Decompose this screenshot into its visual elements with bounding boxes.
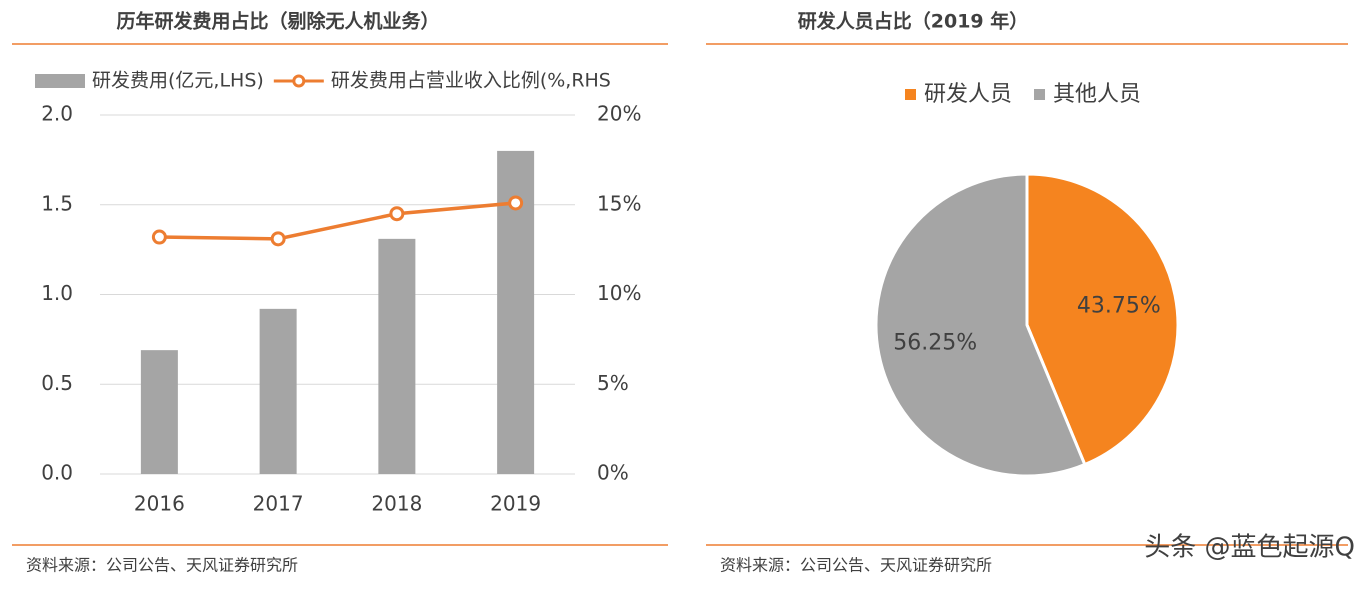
data-label: 56.25% [893, 330, 977, 355]
bar [378, 238, 416, 474]
legend-label: 其他人员 [1053, 82, 1141, 107]
bar [140, 350, 178, 474]
source-note: 资料来源：公司公告、天风证券研究所 [26, 556, 298, 575]
legend-swatch [35, 74, 85, 88]
y2-tick-label: 20% [597, 102, 641, 126]
legend-label: 研发人员 [924, 82, 1012, 107]
bar [259, 308, 297, 474]
watermark: 头条 @蓝色起源Q [1144, 533, 1355, 563]
y-tick-label: 2.0 [41, 102, 73, 126]
line [159, 201, 516, 241]
pie-slice [1025, 172, 1180, 467]
legend-label: 研发费用(亿元,LHS) [92, 70, 264, 92]
chart-title: 历年研发费用占比（剔除无人机业务） [116, 10, 439, 33]
x-tick-label: 2016 [134, 492, 185, 516]
line-marker [389, 206, 405, 222]
legend-marker [292, 74, 306, 88]
line-marker [151, 229, 167, 245]
y2-tick-label: 0% [597, 461, 629, 485]
x-tick-label: 2017 [253, 492, 304, 516]
data-label: 43.75% [1077, 294, 1161, 319]
y-tick-label: 1.5 [41, 191, 73, 215]
x-tick-label: 2019 [490, 492, 541, 516]
x-tick-label: 2018 [371, 492, 422, 516]
line-marker [270, 231, 286, 247]
legend-swatch [1034, 89, 1046, 100]
legend-swatch [905, 89, 916, 100]
y-tick-label: 1.0 [41, 281, 73, 305]
source-note: 资料来源：公司公告、天风证券研究所 [720, 556, 992, 575]
y2-tick-label: 15% [597, 191, 641, 215]
legend-label: 研发费用占营业收入比例(%,RHS [331, 70, 611, 92]
y2-tick-label: 5% [597, 371, 629, 395]
y-tick-label: 0.0 [41, 461, 73, 485]
y2-tick-label: 10% [597, 281, 641, 305]
pie-slice [874, 172, 1087, 478]
y-tick-label: 0.5 [41, 371, 73, 395]
chart-title: 研发人员占比（2019 年） [798, 10, 1029, 33]
line-marker [508, 195, 524, 211]
